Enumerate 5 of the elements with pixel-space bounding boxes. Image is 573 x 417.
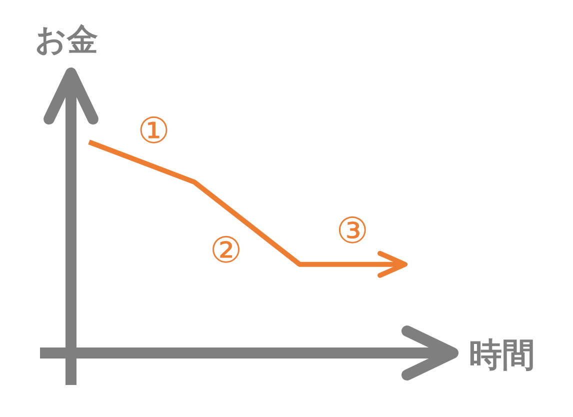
- annotation: ①: [138, 110, 170, 152]
- y-axis-title: お金: [35, 22, 98, 58]
- x-axis-title: 時間: [469, 335, 535, 374]
- annotation: ③: [336, 210, 368, 252]
- annotation: ②: [210, 230, 242, 272]
